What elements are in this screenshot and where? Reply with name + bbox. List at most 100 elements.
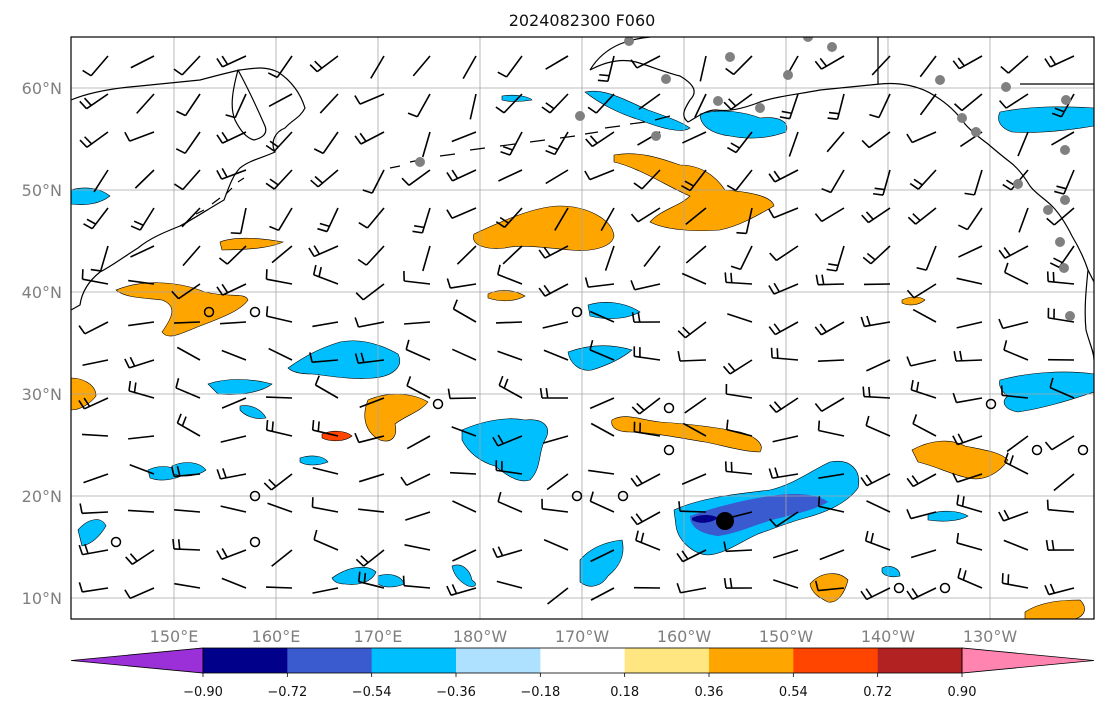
colorbar-segment [540, 648, 626, 673]
wind-barb [221, 397, 247, 409]
calm-circle [1031, 444, 1043, 456]
longitude-label: 130°W [963, 627, 1018, 646]
negative-anomaly-region [299, 455, 329, 466]
wind-barb [452, 299, 477, 323]
wind-barb [498, 169, 523, 182]
wind-barb [600, 207, 615, 232]
wind-barb [174, 582, 201, 589]
station-dot [1060, 195, 1070, 205]
wind-barb [221, 349, 247, 361]
wind-barb [1046, 271, 1075, 285]
wind-barb [956, 494, 983, 513]
negative-anomaly-region [239, 405, 267, 419]
wind-barb [1047, 307, 1075, 323]
wind-barb [916, 245, 937, 271]
wind-barb [906, 509, 937, 520]
latitude-label: 40°N [22, 283, 62, 302]
wind-barb [265, 306, 293, 323]
wind-barb [814, 580, 845, 592]
wind-barb [469, 93, 477, 120]
station-dot [827, 42, 837, 52]
wind-barb [496, 580, 523, 589]
wind-barb [725, 383, 753, 399]
wind-barb [312, 321, 339, 328]
wind-barb [358, 207, 385, 229]
wind-barb [452, 549, 477, 562]
wind-barb [79, 93, 109, 110]
wind-barb [498, 375, 523, 399]
wind-barb [405, 339, 431, 361]
wind-barb [128, 380, 155, 399]
wind-barb [400, 473, 431, 487]
wind-barb [768, 467, 799, 479]
wind-barb [724, 461, 753, 475]
wind-barb [768, 207, 799, 219]
negative-anomaly-region [567, 345, 633, 371]
latitude-label: 60°N [22, 79, 62, 98]
wind-barb [910, 549, 937, 559]
wind-barb [906, 356, 937, 367]
wind-barb [1051, 131, 1075, 146]
wind-barb [90, 245, 109, 272]
wind-barb [462, 55, 477, 79]
calm-wind-markers [110, 306, 1089, 594]
wind-barb [456, 245, 477, 265]
station-dot [935, 75, 945, 85]
wind-barb [1044, 55, 1075, 68]
wind-barb [267, 55, 293, 79]
wind-barb [502, 245, 523, 265]
wind-barb [585, 131, 615, 148]
wind-barb [860, 473, 891, 487]
colorbar-tick-labels: −0.90 −0.72 −0.54 −0.36 −0.18 0.18 0.36 0.54 0.7… [183, 673, 976, 700]
wind-barb [861, 207, 891, 224]
negative-anomaly-region [999, 371, 1094, 413]
wind-barb [173, 321, 201, 324]
wind-barb [952, 472, 983, 483]
wind-barb [357, 245, 385, 266]
wind-barb [492, 434, 523, 447]
wind-barb [93, 169, 109, 193]
negative-anomaly-region [71, 187, 111, 206]
wind-barb [230, 207, 247, 235]
wind-barb [216, 167, 247, 180]
wind-barb [589, 397, 615, 410]
wind-barb [685, 245, 707, 264]
positive-anomaly-region [219, 237, 284, 251]
wind-barb [268, 93, 293, 107]
bering-strait-coast [589, 37, 651, 71]
us-west-coastline [1084, 269, 1094, 361]
station-dot [1065, 311, 1075, 321]
wind-barb [723, 93, 753, 111]
wind-barb [174, 509, 201, 513]
wind-barb [643, 245, 661, 268]
wind-barb [817, 420, 845, 437]
wind-barb [128, 279, 155, 285]
latitude-label: 30°N [22, 385, 62, 404]
colorbar-segment [793, 648, 879, 673]
calm-circle [663, 402, 675, 414]
wind-barb [869, 93, 891, 119]
wind-barb [866, 500, 891, 513]
wind-barb [79, 503, 109, 515]
wind-barb [726, 169, 753, 192]
wind-barb [635, 530, 661, 551]
wind-barb [1044, 435, 1075, 451]
wind-barb [866, 359, 891, 372]
wind-barb [130, 55, 155, 69]
wind-barb [541, 93, 569, 114]
wind-barb [542, 321, 569, 329]
wind-barb [497, 55, 523, 78]
wind-barb [81, 269, 109, 285]
wind-barb [216, 548, 247, 560]
wind-barb [271, 245, 293, 264]
negative-anomaly-region [287, 340, 400, 379]
wind-barb [590, 549, 615, 563]
wind-barb [723, 541, 753, 553]
wind-barb [495, 207, 523, 228]
colorbar-segment [709, 648, 794, 673]
calm-circle [249, 490, 261, 502]
wind-barb [998, 245, 1029, 259]
wind-barb [768, 321, 799, 336]
negative-anomaly-region [881, 566, 901, 578]
wind-barb [354, 131, 385, 145]
